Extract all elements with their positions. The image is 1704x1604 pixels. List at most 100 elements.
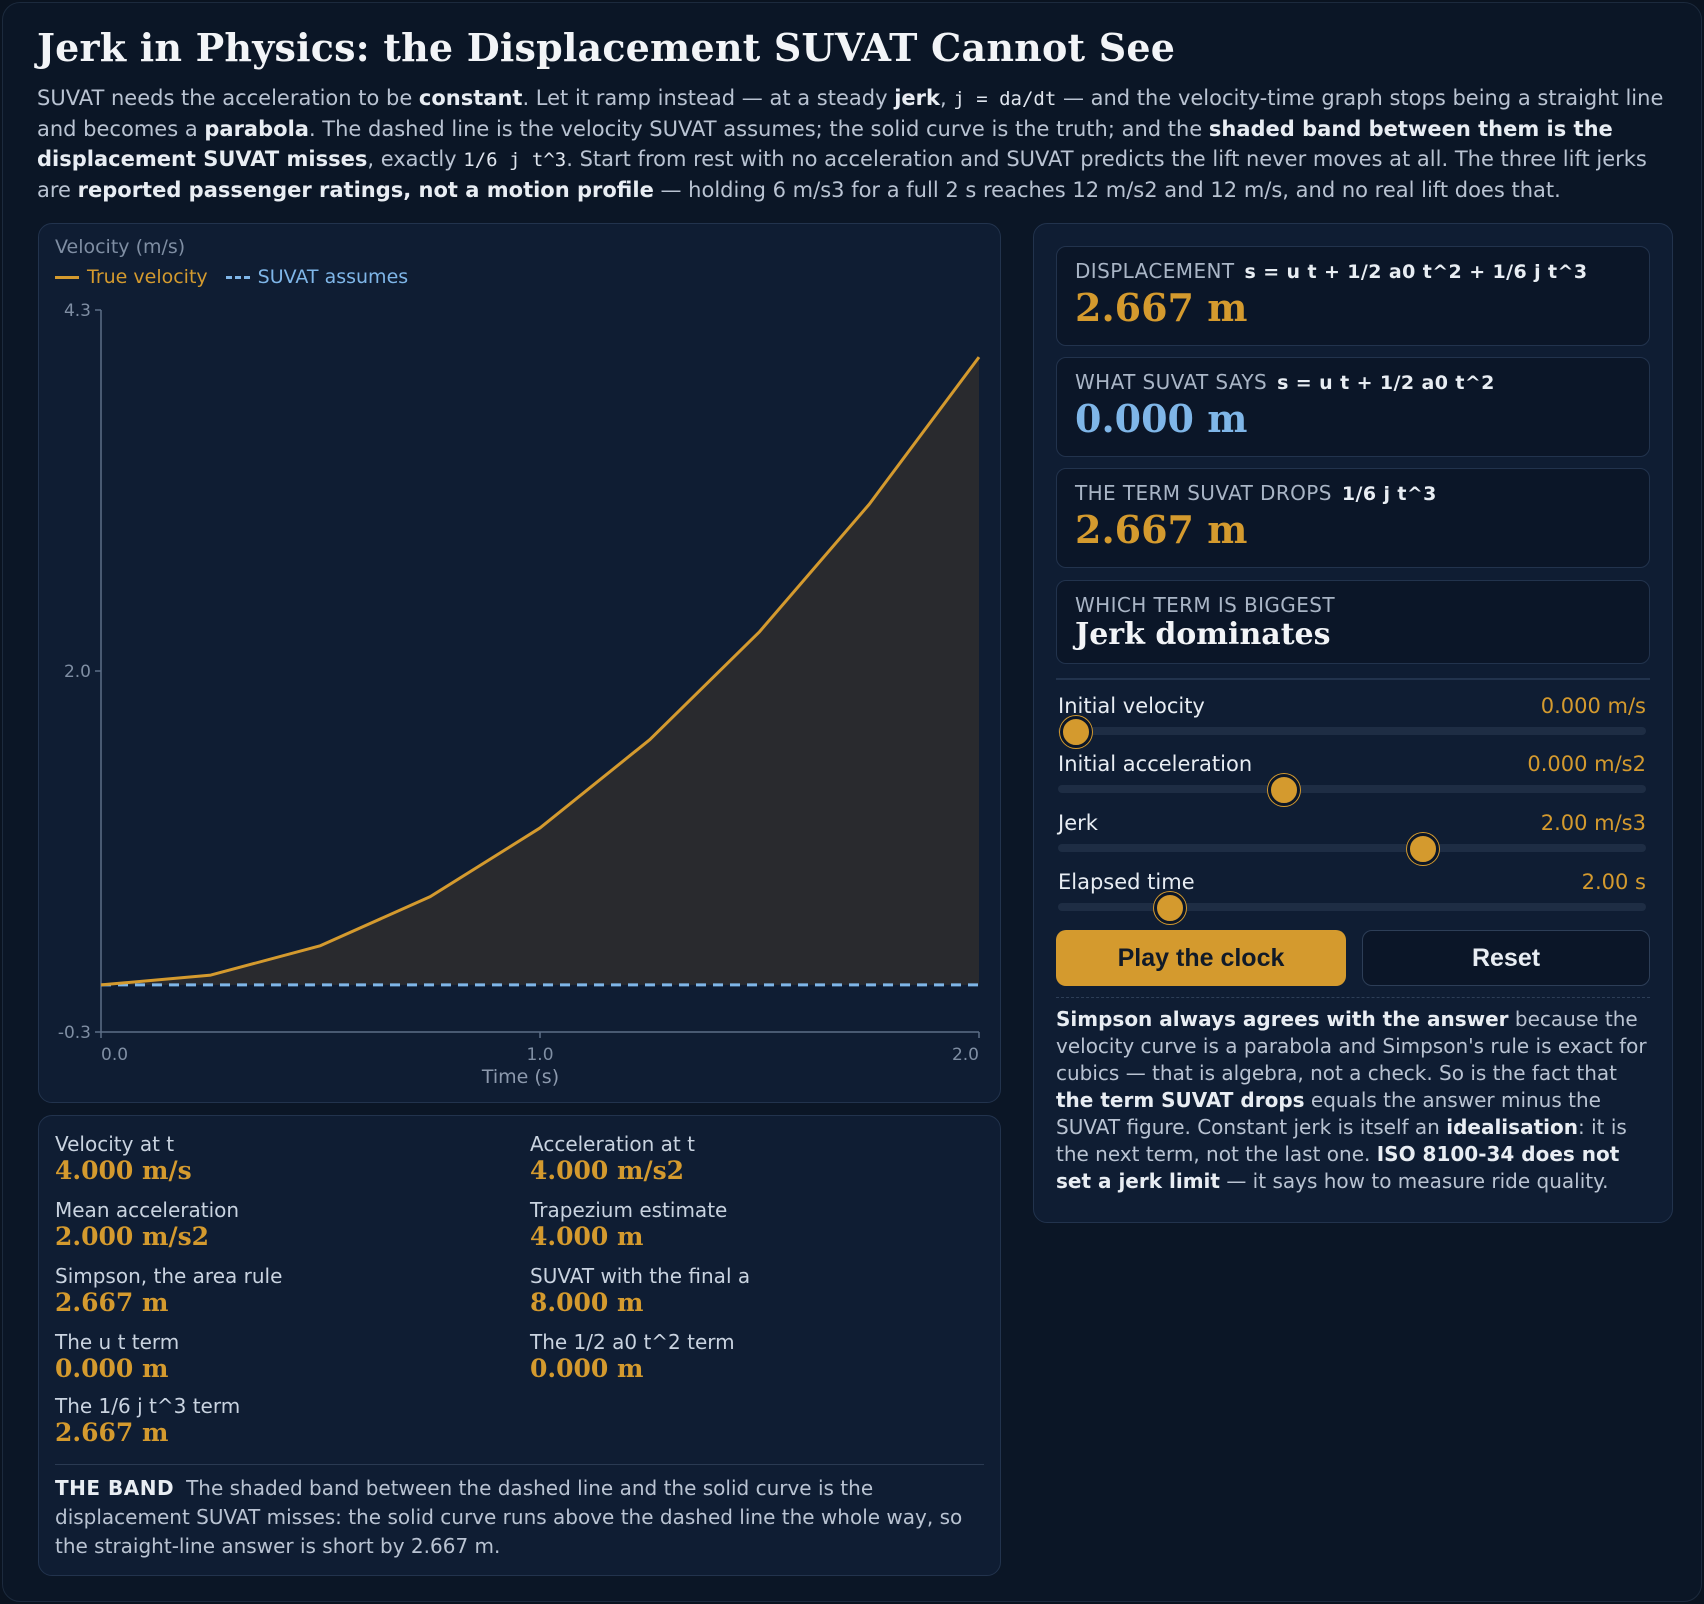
- note-text: equals the answer minus the SUVAT figure…: [1056, 1088, 1601, 1139]
- x-tick-label: 0.0: [101, 1045, 128, 1065]
- stat-ut-term: The u t term 0.000 m: [55, 1330, 495, 1384]
- intro-bold: shaded band between them is the displace…: [37, 117, 1613, 171]
- slider-track[interactable]: [1058, 785, 1646, 793]
- displacement-band: [101, 357, 979, 985]
- suvat-says-card: WHAT SUVAT SAYS s = u t + 1/2 a0 t^2 0.00…: [1056, 357, 1650, 457]
- term-drops-card: THE TERM SUVAT DROPS 1/6 j t^3 2.667 m: [1056, 468, 1650, 568]
- stat-mean-acceleration: Mean acceleration 2.000 m/s2: [55, 1198, 495, 1252]
- card-heading-text: WHAT SUVAT SAYS: [1075, 370, 1268, 394]
- initial-velocity-slider[interactable]: Initial velocity 0.000 m/s: [1058, 694, 1646, 748]
- legend-true-label: True velocity: [87, 266, 208, 288]
- stat-trapezium: Trapezium estimate 4.000 m: [530, 1198, 970, 1252]
- intro-text: , exactly: [367, 147, 464, 171]
- note-bold: the term SUVAT drops: [1056, 1088, 1305, 1112]
- displacement-card: DISPLACEMENT s = u t + 1/2 a0 t^2 + 1/6 j…: [1056, 246, 1650, 346]
- slider-track[interactable]: [1058, 727, 1646, 735]
- stat-value: 0.000 m: [530, 1354, 644, 1383]
- stat-simpson: Simpson, the area rule 2.667 m: [55, 1264, 495, 1318]
- slider-track[interactable]: [1058, 903, 1646, 911]
- displacement-value: 2.667 m: [1075, 285, 1248, 330]
- biggest-term-value: Jerk dominates: [1075, 617, 1331, 652]
- card-formula: 1/6 j t^3: [1341, 483, 1437, 505]
- slider-thumb[interactable]: [1268, 774, 1301, 806]
- intro-bold: reported passenger ratings, not a motion…: [77, 178, 654, 202]
- elapsed-time-slider[interactable]: Elapsed time 2.00 s: [1058, 870, 1646, 924]
- band-note: THE BAND The shaded band between the dash…: [55, 1474, 985, 1561]
- legend-suvat-label: SUVAT assumes: [257, 266, 409, 288]
- stat-label: Acceleration at t: [530, 1132, 695, 1156]
- term-drops-value: 2.667 m: [1075, 507, 1248, 552]
- legend-dashed-swatch: [225, 275, 250, 279]
- suvat-value: 0.000 m: [1075, 396, 1248, 441]
- slider-track[interactable]: [1058, 844, 1646, 852]
- chart-legend: True velocity SUVAT assumes: [55, 266, 408, 288]
- initial-acceleration-slider[interactable]: Initial acceleration 0.000 m/s2: [1058, 752, 1646, 806]
- y-tick-label: 4.3: [64, 301, 91, 321]
- y-axis-title: Velocity (m/s): [55, 236, 186, 258]
- note-text: : it is the next term, not the last one.: [1056, 1115, 1627, 1166]
- slider-value: 0.000 m/s2: [1527, 752, 1646, 776]
- side-note: Simpson always agrees with the answer be…: [1056, 1006, 1654, 1195]
- stat-value: 4.000 m: [530, 1222, 644, 1251]
- stat-label: The u t term: [55, 1330, 180, 1354]
- stat-velocity: Velocity at t 4.000 m/s: [55, 1132, 495, 1186]
- divider: [1056, 997, 1650, 998]
- divider: [1056, 678, 1650, 680]
- card-heading-text: DISPLACEMENT: [1075, 259, 1235, 283]
- play-clock-button[interactable]: Play the clock: [1056, 930, 1346, 986]
- biggest-term-card: WHICH TERM IS BIGGEST Jerk dominates: [1056, 580, 1650, 664]
- reset-button[interactable]: Reset: [1362, 930, 1650, 986]
- stat-value: 2.667 m: [55, 1418, 169, 1447]
- stat-suvat-final: SUVAT with the final a 8.000 m: [530, 1264, 970, 1318]
- stat-value: 4.000 m/s2: [530, 1156, 685, 1185]
- intro-text: . The dashed line is the velocity SUVAT …: [308, 117, 1209, 141]
- y-tick-label: 2.0: [64, 662, 91, 682]
- intro-text: . Start from rest with no acceleration a…: [37, 147, 1647, 202]
- velocity-chart: 4.3 2.0 -0.3 0.0 1.0 2.0: [58, 301, 981, 1065]
- band-text: The shaded band between the dashed line …: [55, 1476, 963, 1558]
- slider-label: Initial acceleration: [1058, 752, 1253, 776]
- legend-suvat: SUVAT assumes: [225, 266, 409, 288]
- page-title: Jerk in Physics: the Displacement SUVAT …: [37, 25, 1176, 70]
- card-heading-text: THE TERM SUVAT DROPS: [1075, 481, 1332, 505]
- stat-half-at2-term: The 1/2 a0 t^2 term 0.000 m: [530, 1330, 970, 1384]
- slider-thumb[interactable]: [1153, 892, 1186, 924]
- stat-label: Trapezium estimate: [530, 1198, 728, 1222]
- intro-text: — holding 6 m/s3 for a full 2 s reaches …: [653, 178, 1561, 202]
- stat-jt3-term: The 1/6 j t^3 term 2.667 m: [55, 1394, 495, 1448]
- card-formula: s = u t + 1/2 a0 t^2: [1277, 372, 1495, 394]
- jerk-slider[interactable]: Jerk 2.00 m/s3: [1058, 811, 1646, 865]
- stat-label: SUVAT with the final a: [530, 1264, 751, 1288]
- intro-text: ,: [939, 86, 954, 110]
- intro-code: 1/6 j t^3: [463, 149, 567, 171]
- stat-acceleration: Acceleration at t 4.000 m/s2: [530, 1132, 970, 1186]
- legend-true-velocity: True velocity: [55, 266, 208, 288]
- band-tag: THE BAND: [55, 1476, 175, 1500]
- slider-thumb[interactable]: [1406, 833, 1439, 865]
- slider-label: Elapsed time: [1058, 870, 1195, 894]
- card-heading: WHAT SUVAT SAYS s = u t + 1/2 a0 t^2: [1075, 370, 1495, 394]
- note-bold: Simpson always agrees with the answer: [1056, 1007, 1509, 1031]
- intro-bold: constant: [418, 86, 523, 110]
- slider-label: Jerk: [1058, 811, 1098, 835]
- stat-value: 2.667 m: [55, 1288, 169, 1317]
- slider-thumb[interactable]: [1059, 716, 1092, 748]
- note-text: because the velocity curve is a parabola…: [1056, 1007, 1647, 1085]
- stat-label: Simpson, the area rule: [55, 1264, 283, 1288]
- card-formula: s = u t + 1/2 a0 t^2 + 1/6 j t^3: [1244, 261, 1588, 283]
- intro-text: SUVAT needs the acceleration to be: [37, 86, 419, 110]
- velocity-chart-panel: Velocity (m/s) True velocity SUVAT assum…: [38, 223, 1001, 1103]
- divider: [55, 1464, 984, 1465]
- slider-value: 0.000 m/s: [1540, 694, 1646, 718]
- x-tick-label: 1.0: [526, 1045, 553, 1065]
- stats-panel: Velocity at t 4.000 m/s Acceleration at …: [38, 1115, 1001, 1576]
- stat-label: The 1/6 j t^3 term: [55, 1394, 241, 1418]
- intro-code: j = da/dt: [953, 88, 1057, 110]
- card-heading: THE TERM SUVAT DROPS 1/6 j t^3: [1075, 481, 1437, 505]
- true-velocity-curve: [100, 356, 981, 987]
- slider-value: 2.00 s: [1581, 870, 1646, 894]
- note-text: — it says how to measure ride quality.: [1219, 1169, 1609, 1193]
- controls-panel: DISPLACEMENT s = u t + 1/2 a0 t^2 + 1/6 j…: [1033, 223, 1673, 1223]
- card-heading: DISPLACEMENT s = u t + 1/2 a0 t^2 + 1/6 j…: [1075, 259, 1587, 283]
- legend-solid-swatch: [55, 275, 79, 279]
